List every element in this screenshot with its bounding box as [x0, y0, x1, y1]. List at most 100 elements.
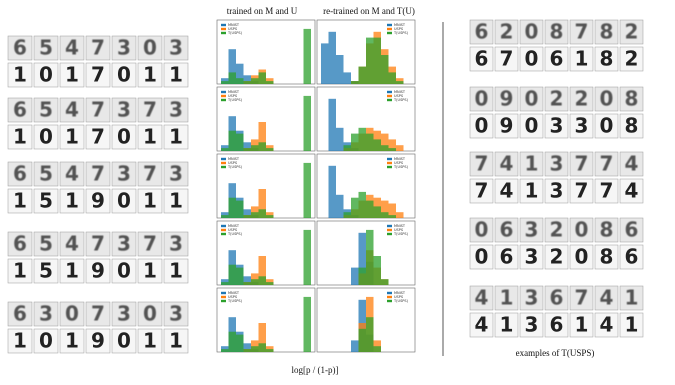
histogram-bar	[303, 296, 311, 352]
digit-cell	[7, 328, 33, 354]
histogram-bar	[243, 276, 251, 285]
digit: 8	[600, 218, 614, 242]
digit: 3	[525, 313, 539, 337]
digit-cell	[494, 46, 519, 72]
digit-cell	[59, 62, 85, 88]
histogram-bar	[343, 72, 351, 84]
digit: 0	[575, 245, 589, 269]
histogram-bar	[236, 78, 244, 84]
digit-cell	[85, 62, 111, 88]
digit-cell	[111, 231, 137, 257]
digit-cell	[594, 19, 619, 45]
digit: 1	[575, 313, 589, 337]
digit: 7	[575, 179, 589, 203]
histogram-bar	[388, 203, 396, 218]
digit: 5	[39, 189, 53, 213]
digit-cell	[85, 328, 111, 354]
digit: 6	[13, 232, 27, 256]
digit-cell	[85, 97, 111, 123]
histogram-bar	[396, 81, 404, 84]
digit-cell	[494, 86, 519, 112]
digit-cell	[519, 86, 544, 112]
heading: re-trained on M and T(U)	[323, 6, 415, 16]
digit-cell	[59, 231, 85, 257]
digit-cell	[469, 244, 494, 270]
legend-label: USPS	[228, 161, 238, 165]
histogram-bar	[236, 334, 244, 352]
digit-cell	[544, 46, 569, 72]
digit: 8	[625, 114, 639, 138]
digit-cell	[494, 244, 519, 270]
digit-cell	[469, 312, 494, 338]
digit: 0	[39, 125, 53, 149]
digit: 6	[550, 313, 564, 337]
histogram-bar	[243, 349, 251, 352]
digit-cell	[163, 188, 189, 214]
histogram-bar	[336, 55, 344, 84]
histogram-bar	[373, 256, 381, 285]
digit-cell	[519, 113, 544, 139]
digit: 0	[117, 189, 131, 213]
digit-cell	[59, 97, 85, 123]
digit: 4	[475, 313, 489, 337]
digit-cell	[163, 328, 189, 354]
legend-swatch	[221, 232, 226, 236]
histogram-bar	[236, 63, 244, 84]
legend-swatch	[387, 165, 392, 169]
histogram-bar	[303, 95, 311, 151]
legend-label: T(USPS)	[393, 98, 409, 102]
legend-label: USPS	[394, 94, 404, 98]
digit: 3	[117, 302, 131, 326]
histogram-bar	[351, 340, 359, 352]
histogram-bar	[381, 55, 389, 84]
digit: 3	[525, 218, 539, 242]
digit: 7	[91, 63, 105, 87]
legend-label: MNIST	[228, 291, 240, 295]
digit: 4	[65, 36, 79, 60]
digit: 4	[600, 313, 614, 337]
digit: 6	[625, 245, 639, 269]
legend-swatch	[221, 31, 226, 35]
digit: 7	[91, 36, 105, 60]
digit-cell	[569, 217, 594, 243]
histogram-bar	[243, 215, 251, 218]
legend-label: MNIST	[394, 23, 406, 27]
digit-cell	[111, 124, 137, 150]
digit: 0	[475, 87, 489, 111]
heading: trained on M and U	[227, 6, 298, 16]
digit-cell	[519, 178, 544, 204]
legend-swatch	[387, 228, 392, 232]
histogram-bar	[321, 43, 329, 84]
digit-cell	[494, 19, 519, 45]
digit-cell	[33, 328, 59, 354]
digit-cell	[594, 46, 619, 72]
histogram-bar	[258, 189, 266, 218]
digit-cell	[569, 46, 594, 72]
digit: 5	[39, 259, 53, 283]
digit-cell	[544, 86, 569, 112]
legend-swatch	[387, 31, 392, 35]
digit-cell	[85, 301, 111, 327]
digit-cell	[544, 285, 569, 311]
histogram-bar	[358, 127, 366, 151]
digit-cell	[111, 161, 137, 187]
digit-cell	[594, 151, 619, 177]
digit-cell	[59, 301, 85, 327]
digit-cell	[85, 124, 111, 150]
histogram-bar	[381, 279, 389, 285]
digit: 0	[575, 218, 589, 242]
digit-cell	[85, 161, 111, 187]
digit-cell	[33, 97, 59, 123]
digit: 1	[500, 313, 514, 337]
histogram-bar	[251, 212, 259, 218]
digit-cell	[59, 328, 85, 354]
histogram-bar	[343, 212, 351, 218]
histogram-bar	[236, 200, 244, 218]
histogram-bar	[228, 331, 236, 352]
legend-swatch	[221, 165, 226, 169]
digit-cell	[469, 178, 494, 204]
histogram-bar	[303, 28, 311, 84]
digit: 0	[117, 125, 131, 149]
digit: 4	[65, 232, 79, 256]
digit: 0	[117, 329, 131, 353]
